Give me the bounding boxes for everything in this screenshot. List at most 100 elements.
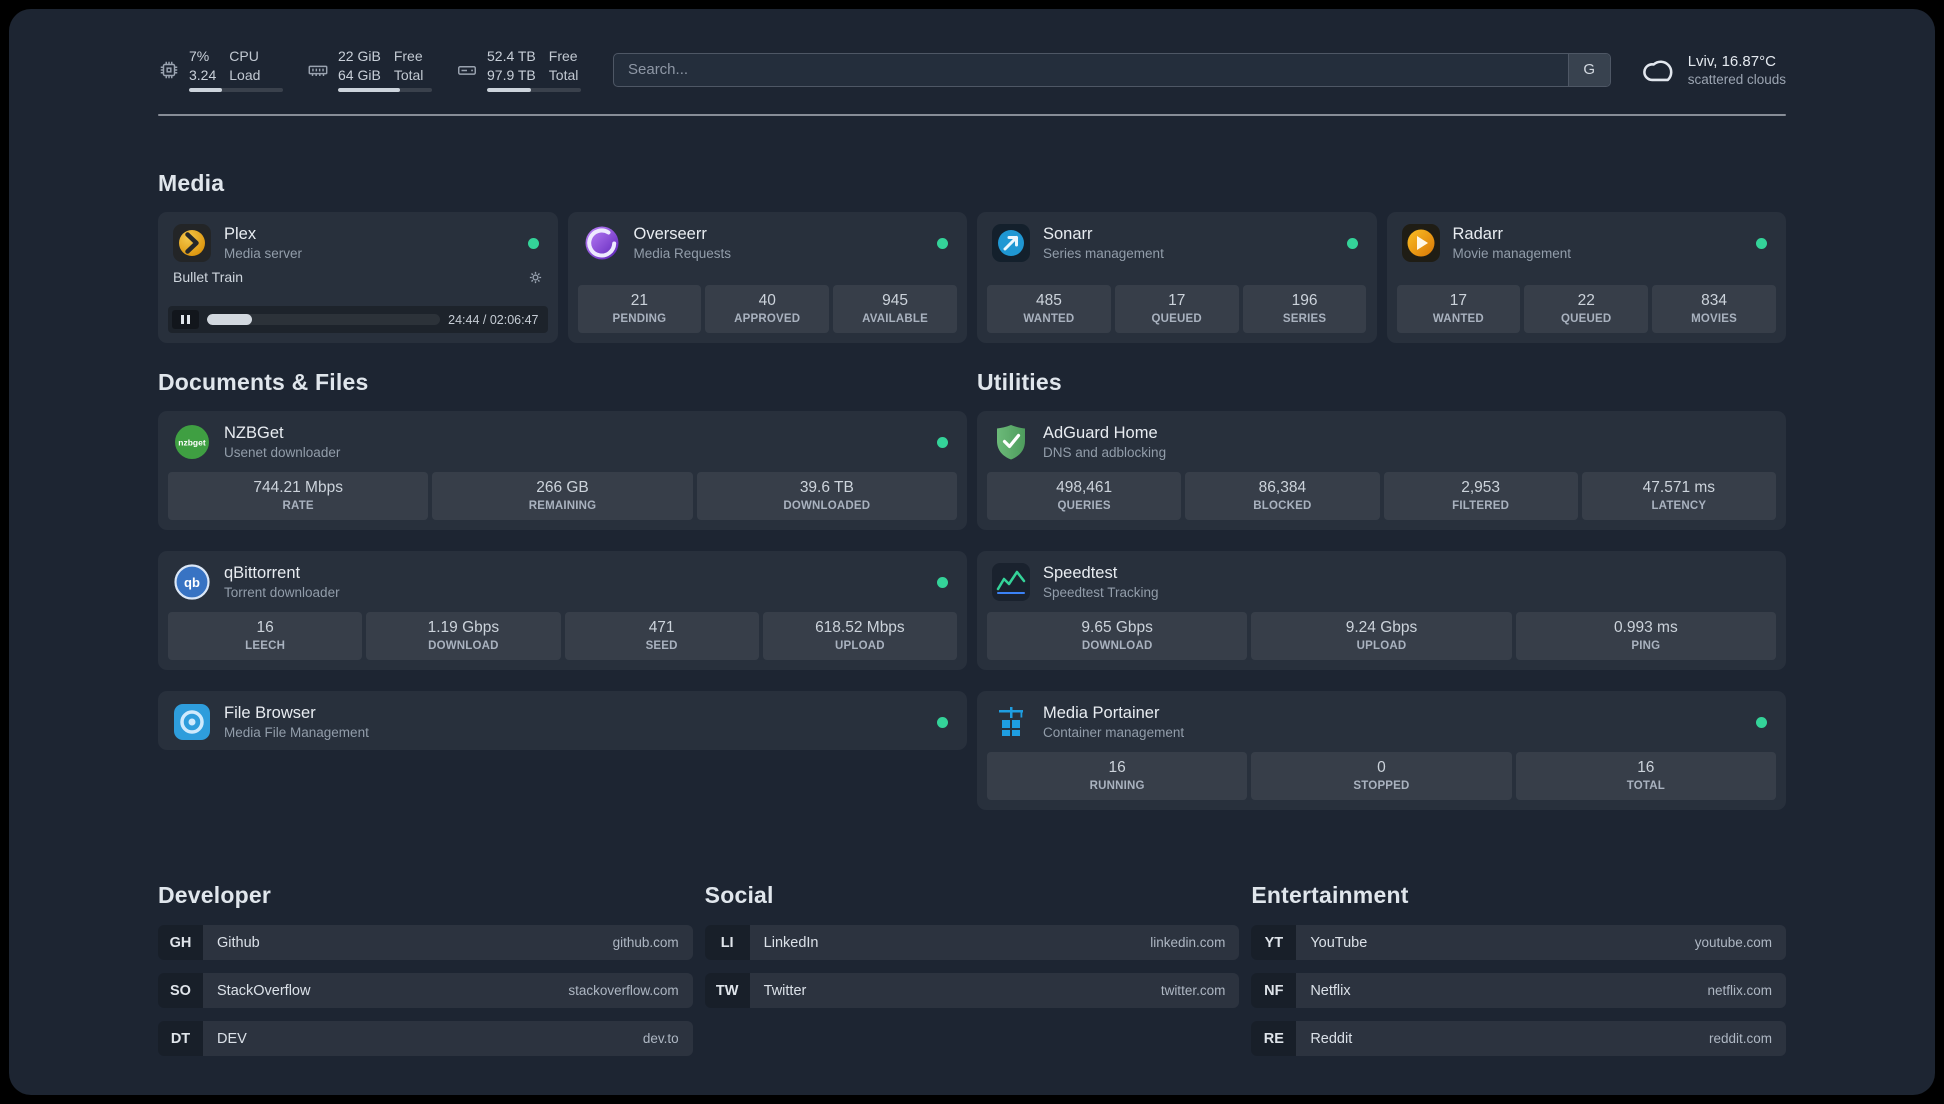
- service-desc: Torrent downloader: [224, 585, 340, 601]
- bookmark-abbr: TW: [704, 973, 750, 1009]
- bookmark-abbr: GH: [158, 925, 203, 961]
- bookmark-abbr: DT: [158, 1021, 203, 1057]
- overseerr-icon: [582, 223, 622, 263]
- bookmark-row-youtube[interactable]: YT YouTube youtube.com: [1251, 925, 1786, 961]
- service-card-sonarr[interactable]: Sonarr Series management 485 WANTED 17 Q…: [977, 212, 1377, 344]
- bookmark-abbr: NF: [1251, 973, 1297, 1009]
- bookmark-group-entertainment: Entertainment YT YouTube youtube.com NF …: [1251, 882, 1786, 1057]
- cpu-load-value: 3.24: [189, 67, 217, 84]
- stat-block: 834 MOVIES: [1652, 285, 1776, 334]
- stat-label: QUERIES: [1057, 500, 1111, 513]
- bookmark-row-stackoverflow[interactable]: SO StackOverflow stackoverflow.com: [158, 973, 693, 1009]
- stat-block: 17 WANTED: [1396, 285, 1521, 334]
- stat-value: 1.19 Gbps: [427, 619, 500, 637]
- stat-value: 9.65 Gbps: [1081, 619, 1153, 637]
- stat-value: 40: [758, 292, 776, 310]
- memory-total-value: 64 GiB: [338, 67, 381, 84]
- bookmark-row-github[interactable]: GH Github github.com: [158, 925, 693, 961]
- bookmark-row-twitter[interactable]: TW Twitter twitter.com: [704, 973, 1240, 1009]
- bookmark-group-social: Social LI LinkedIn linkedin.com TW Twitt…: [704, 882, 1240, 1056]
- bookmark-row-linkedin[interactable]: LI LinkedIn linkedin.com: [704, 925, 1240, 961]
- stat-label: DOWNLOAD: [1081, 640, 1153, 653]
- disk-widget: 52.4 TB Free 97.9 TB Total: [456, 47, 581, 93]
- service-card-radarr[interactable]: Radarr Movie management 17 WANTED 22 QUE…: [1386, 212, 1786, 344]
- search-input[interactable]: [614, 53, 1568, 86]
- service-card-filebrowser[interactable]: File Browser Media File Management: [158, 691, 967, 751]
- service-stats: 485 WANTED 17 QUEUED 196 SERIES: [987, 285, 1367, 334]
- bookmark-group-title: Developer: [158, 882, 272, 909]
- service-card-overseerr[interactable]: Overseerr Media Requests 21 PENDING 40 A…: [567, 212, 967, 344]
- bookmark-domain: linkedin.com: [1150, 935, 1226, 951]
- service-name: AdGuard Home: [1043, 424, 1158, 443]
- stat-block: 9.65 Gbps DOWNLOAD: [987, 612, 1248, 661]
- status-dot: [937, 576, 948, 588]
- service-card-adguard-home[interactable]: AdGuard Home DNS and adblocking 498,461 …: [977, 411, 1786, 531]
- stat-block: 47.571 ms LATENCY: [1581, 472, 1776, 521]
- dashboard-content: 7% CPU 3.24 Load: [158, 9, 1786, 1057]
- status-dot: [937, 237, 948, 249]
- stat-value: 196: [1291, 292, 1318, 310]
- stat-value: 17: [1168, 292, 1186, 310]
- service-name: Sonarr: [1043, 225, 1093, 244]
- stat-value: 39.6 TB: [799, 479, 854, 497]
- stat-value: 16: [1108, 759, 1126, 777]
- stat-label: REMAINING: [528, 500, 597, 513]
- stat-block: 744.21 Mbps RATE: [168, 472, 429, 521]
- bookmark-row-reddit[interactable]: RE Reddit reddit.com: [1251, 1021, 1786, 1057]
- seek-bar[interactable]: [207, 314, 441, 326]
- stat-label: DOWNLOADED: [783, 500, 871, 513]
- system-resources: 7% CPU 3.24 Load: [158, 47, 581, 93]
- stat-value: 498,461: [1056, 479, 1113, 497]
- stat-block: 471 SEED: [564, 612, 759, 661]
- stat-value: 0.993 ms: [1613, 619, 1678, 637]
- bookmark-name: YouTube: [1310, 934, 1368, 951]
- disk-free-value: 52.4 TB: [487, 48, 536, 64]
- service-name: Overseerr: [633, 225, 707, 244]
- bookmark-group-title: Social: [704, 882, 774, 909]
- now-playing-title: Bullet Train: [173, 269, 244, 286]
- stat-block: 266 GB REMAINING: [432, 472, 693, 521]
- service-card-plex[interactable]: Plex Media server Bullet Train: [158, 212, 558, 344]
- memory-widget: 22 GiB Free 64 GiB Total: [307, 47, 432, 93]
- stat-label: WANTED: [1432, 313, 1484, 326]
- weather-location: Lviv, 16.87°C: [1687, 52, 1776, 70]
- service-card-speedtest[interactable]: Speedtest Speedtest Tracking 9.65 Gbps D…: [977, 551, 1786, 671]
- memory-ram-icon: [307, 59, 329, 81]
- bookmark-name: LinkedIn: [763, 934, 819, 951]
- now-playing-row: Bullet Train: [168, 263, 548, 285]
- stat-block: 618.52 Mbps UPLOAD: [762, 612, 957, 661]
- stat-label: RUNNING: [1089, 780, 1145, 793]
- bookmark-abbr: YT: [1251, 925, 1297, 961]
- stat-block: 21 PENDING: [577, 285, 702, 334]
- service-card-media-portainer[interactable]: Media Portainer Container management 16 …: [977, 691, 1786, 811]
- stat-block: 2,953 FILTERED: [1383, 472, 1578, 521]
- stat-block: 16 RUNNING: [987, 752, 1248, 801]
- stat-label: PENDING: [612, 313, 667, 326]
- bookmark-abbr: RE: [1251, 1021, 1297, 1057]
- service-desc: DNS and adblocking: [1043, 445, 1167, 461]
- memory-total-label: Total: [393, 67, 424, 84]
- stat-value: 266 GB: [536, 479, 589, 497]
- pause-button[interactable]: [172, 310, 199, 330]
- stat-label: LEECH: [245, 640, 286, 653]
- playback-time: 24:44 / 02:06:47: [448, 312, 539, 327]
- stat-value: 9.24 Gbps: [1345, 619, 1418, 637]
- stat-label: BLOCKED: [1253, 500, 1312, 513]
- service-card-nzbget[interactable]: nzbget NZBGet Usenet downloader 74: [158, 411, 967, 531]
- service-stats: 744.21 Mbps RATE 266 GB REMAINING 39.6 T…: [168, 472, 957, 521]
- stat-value: 47.571 ms: [1642, 479, 1716, 497]
- stat-value: 834: [1701, 292, 1727, 310]
- service-name: Plex: [224, 225, 257, 244]
- stat-block: 40 APPROVED: [705, 285, 830, 334]
- service-card-qbittorrent[interactable]: qb qBittorrent Torrent downloader: [158, 551, 967, 671]
- settings-gear-icon[interactable]: [528, 270, 543, 285]
- stat-value: 485: [1035, 292, 1062, 310]
- service-name: Speedtest: [1043, 564, 1118, 583]
- search-provider-button[interactable]: G: [1567, 53, 1610, 86]
- stat-block: 1.19 Gbps DOWNLOAD: [366, 612, 561, 661]
- bookmark-row-netflix[interactable]: NF Netflix netflix.com: [1251, 973, 1786, 1009]
- bookmark-row-dev[interactable]: DT DEV dev.to: [158, 1021, 693, 1057]
- stat-block: 16 LEECH: [168, 612, 363, 661]
- stat-label: SEED: [645, 640, 678, 653]
- search-bar: G: [613, 52, 1611, 87]
